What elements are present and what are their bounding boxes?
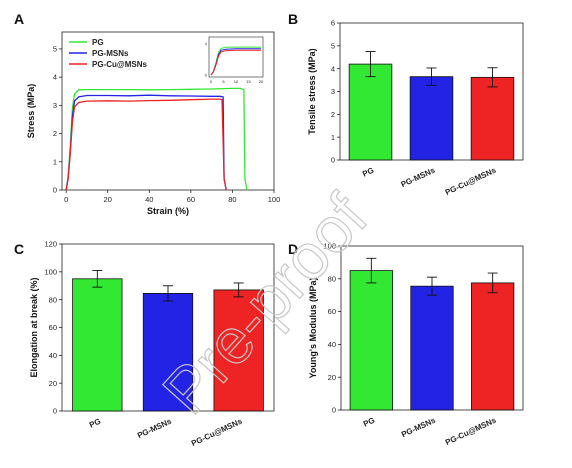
- chart-b-category-label: PG: [361, 166, 375, 179]
- chart-b-y-tick-label: 0: [331, 156, 335, 165]
- chart-c-y-tick-label: 100: [44, 267, 57, 276]
- chart-c-y-tick-label: 20: [49, 379, 57, 388]
- panel-d: D 0 20 40 60 80 100 Young's Modulus (MPa) PG PG-…: [288, 241, 524, 447]
- chart-b-y-tick-label: 1: [331, 133, 335, 142]
- chart-b-category-label: PG-Cu@MSNs: [444, 165, 498, 197]
- chart-a-x-tick-label: 20: [104, 195, 112, 204]
- chart-a-x-tick-label: 60: [187, 195, 195, 204]
- chart-a-x-tick-label: 80: [228, 195, 236, 204]
- chart-a-legend-label: PG-MSNs: [92, 49, 129, 58]
- panel-c-letter: C: [14, 241, 24, 257]
- chart-a-inset-x-tick-label: 10: [234, 79, 239, 84]
- chart-a-inset-line: [210, 49, 261, 76]
- chart-a-y-tick-label: 1: [53, 157, 57, 166]
- chart-d-bar-pg-msns: [410, 285, 454, 411]
- chart-a-y-tick-label: 0: [53, 186, 57, 195]
- chart-c-category-label: PG-MSNs: [136, 416, 173, 440]
- chart-c-bar-pg: [72, 278, 123, 412]
- chart-d-y-tick-label: 60: [328, 307, 336, 316]
- chart-b-category-label: PG-MSNs: [400, 165, 437, 189]
- chart-a-inset-y-tick-label: 4: [205, 41, 208, 46]
- chart-a-legend-label: PG-Cu@MSNs: [92, 60, 147, 69]
- chart-c-y-axis-title: Elongation at break (%): [29, 277, 39, 377]
- chart-d-y-tick-label: 100: [323, 242, 336, 251]
- chart-b-bar-pg-cu-msns: [470, 76, 515, 161]
- chart-c-bar-pg-msns: [142, 293, 194, 412]
- chart-a-y-tick-label: 5: [53, 45, 57, 54]
- chart-d-y-tick-label: 40: [328, 340, 336, 349]
- chart-b-y-tick-label: 3: [331, 87, 335, 96]
- chart-a-y-axis-title: Stress (MPa): [26, 84, 36, 139]
- chart-d-bar-pg-cu-msns: [471, 282, 515, 411]
- chart-d-category-label: PG-Cu@MSNs: [444, 415, 498, 447]
- chart-c-category-label: PG: [88, 417, 102, 430]
- chart-a-x-tick-label: 40: [145, 195, 153, 204]
- chart-c-y-tick-label: 120: [44, 240, 57, 249]
- chart-b-y-tick-label: 2: [331, 110, 335, 119]
- chart-b-y-axis-title: Tensile stress (MPa): [307, 48, 317, 134]
- chart-a-plot-frame: [61, 31, 275, 191]
- chart-a-inset-y-tick-label: 0: [205, 73, 208, 78]
- chart-a-y-tick-label: 2: [53, 129, 57, 138]
- chart-b-y-tick-label: 6: [331, 19, 335, 28]
- panel-b-letter: B: [288, 11, 298, 27]
- chart-c-y-tick-label: 80: [49, 295, 57, 304]
- chart-d-y-tick-label: 80: [328, 274, 336, 283]
- panel-d-letter: D: [288, 241, 298, 257]
- chart-c-y-tick-label: 40: [49, 351, 57, 360]
- chart-a-y-tick-label: 4: [53, 73, 57, 82]
- chart-a-x-tick-label: 0: [64, 195, 68, 204]
- chart-a-x-axis-title: Strain (%): [147, 206, 189, 216]
- chart-a-legend-label: PG: [92, 38, 104, 47]
- chart-a-inset-x-tick-label: 15: [246, 79, 251, 84]
- chart-d-category-label: PG: [362, 416, 376, 429]
- chart-d-y-axis-title: Young's Modulus (MPa): [308, 278, 318, 379]
- panel-a-letter: A: [14, 11, 24, 27]
- chart-c-y-tick-label: 60: [49, 323, 57, 332]
- chart-d-category-label: PG-MSNs: [400, 415, 437, 439]
- chart-a-inset-x-tick-label: 5: [222, 79, 225, 84]
- chart-b-bar-pg-msns: [409, 76, 454, 161]
- chart-a-series-line-pg-msns: [65, 94, 227, 191]
- chart-d-y-tick-label: 20: [328, 373, 336, 382]
- chart-d-bar-pg: [349, 270, 393, 411]
- chart-a-inset-x-tick-label: 0: [210, 79, 213, 84]
- chart-a-x-tick-label: 100: [268, 195, 281, 204]
- chart-b-y-tick-label: 5: [331, 41, 335, 50]
- chart-c-bar-pg-cu-msns: [213, 289, 264, 412]
- chart-a-series-line-pg: [65, 87, 248, 191]
- chart-c-y-tick-label: 0: [53, 407, 57, 416]
- chart-a-series-line-pg-cu-msns: [65, 98, 227, 191]
- chart-b-y-tick-label: 4: [331, 64, 335, 73]
- panel-b: B 0 1 2 3 4 5 6 Tensile stress (MPa) PG PG-MSNs PG…: [288, 11, 524, 197]
- chart-a-y-tick-label: 3: [53, 101, 57, 110]
- chart-a-inset-x-tick-label: 20: [259, 79, 264, 84]
- chart-d-y-tick-label: 0: [332, 406, 336, 415]
- chart-b-bar-pg: [348, 63, 393, 161]
